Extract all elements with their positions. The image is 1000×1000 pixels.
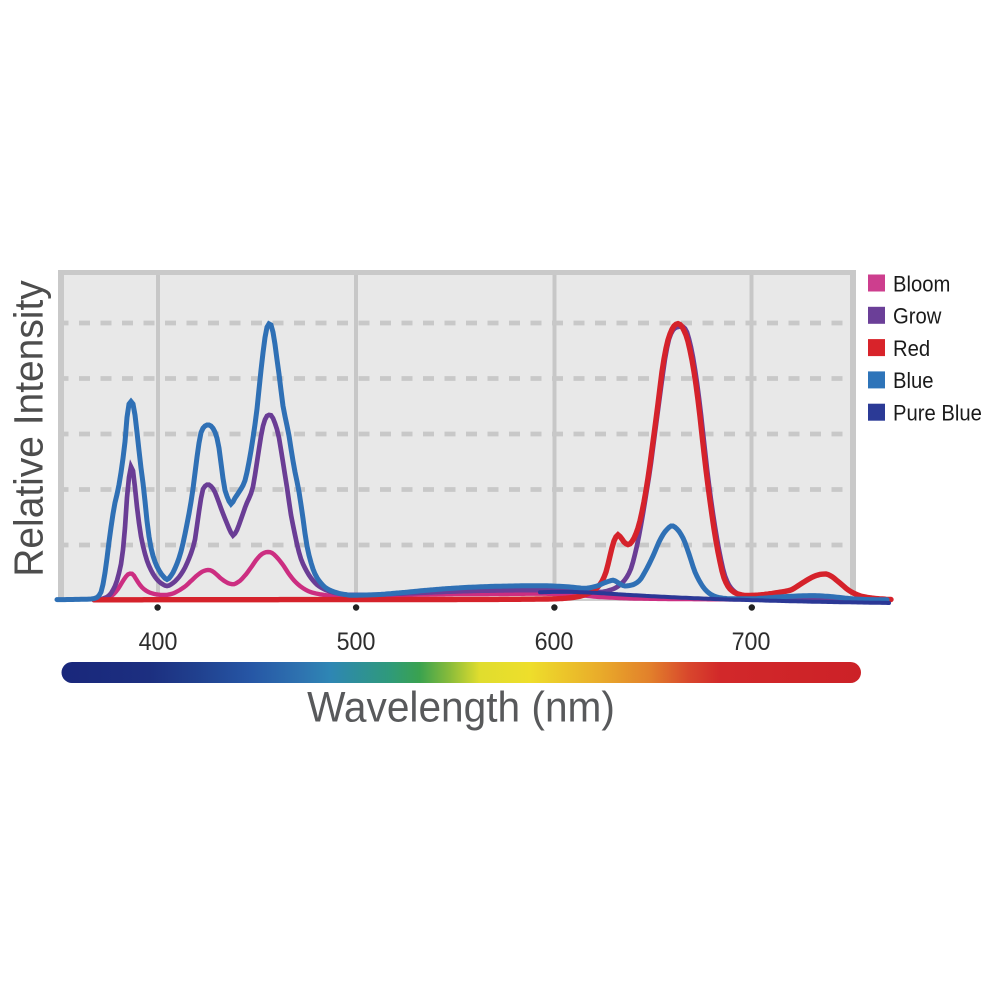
- svg-text:Grow: Grow: [893, 304, 942, 329]
- svg-text:Relative Intensity: Relative Intensity: [7, 280, 52, 576]
- svg-text:Blue: Blue: [893, 368, 934, 393]
- svg-text:Wavelength (nm): Wavelength (nm): [307, 682, 615, 730]
- svg-text:Bloom: Bloom: [893, 271, 950, 296]
- svg-text:500: 500: [337, 628, 376, 656]
- svg-text:600: 600: [535, 628, 574, 656]
- svg-text:Red: Red: [893, 336, 930, 361]
- svg-text:400: 400: [139, 628, 178, 656]
- svg-text:700: 700: [732, 628, 771, 656]
- svg-text:Pure Blue: Pure Blue: [893, 401, 982, 426]
